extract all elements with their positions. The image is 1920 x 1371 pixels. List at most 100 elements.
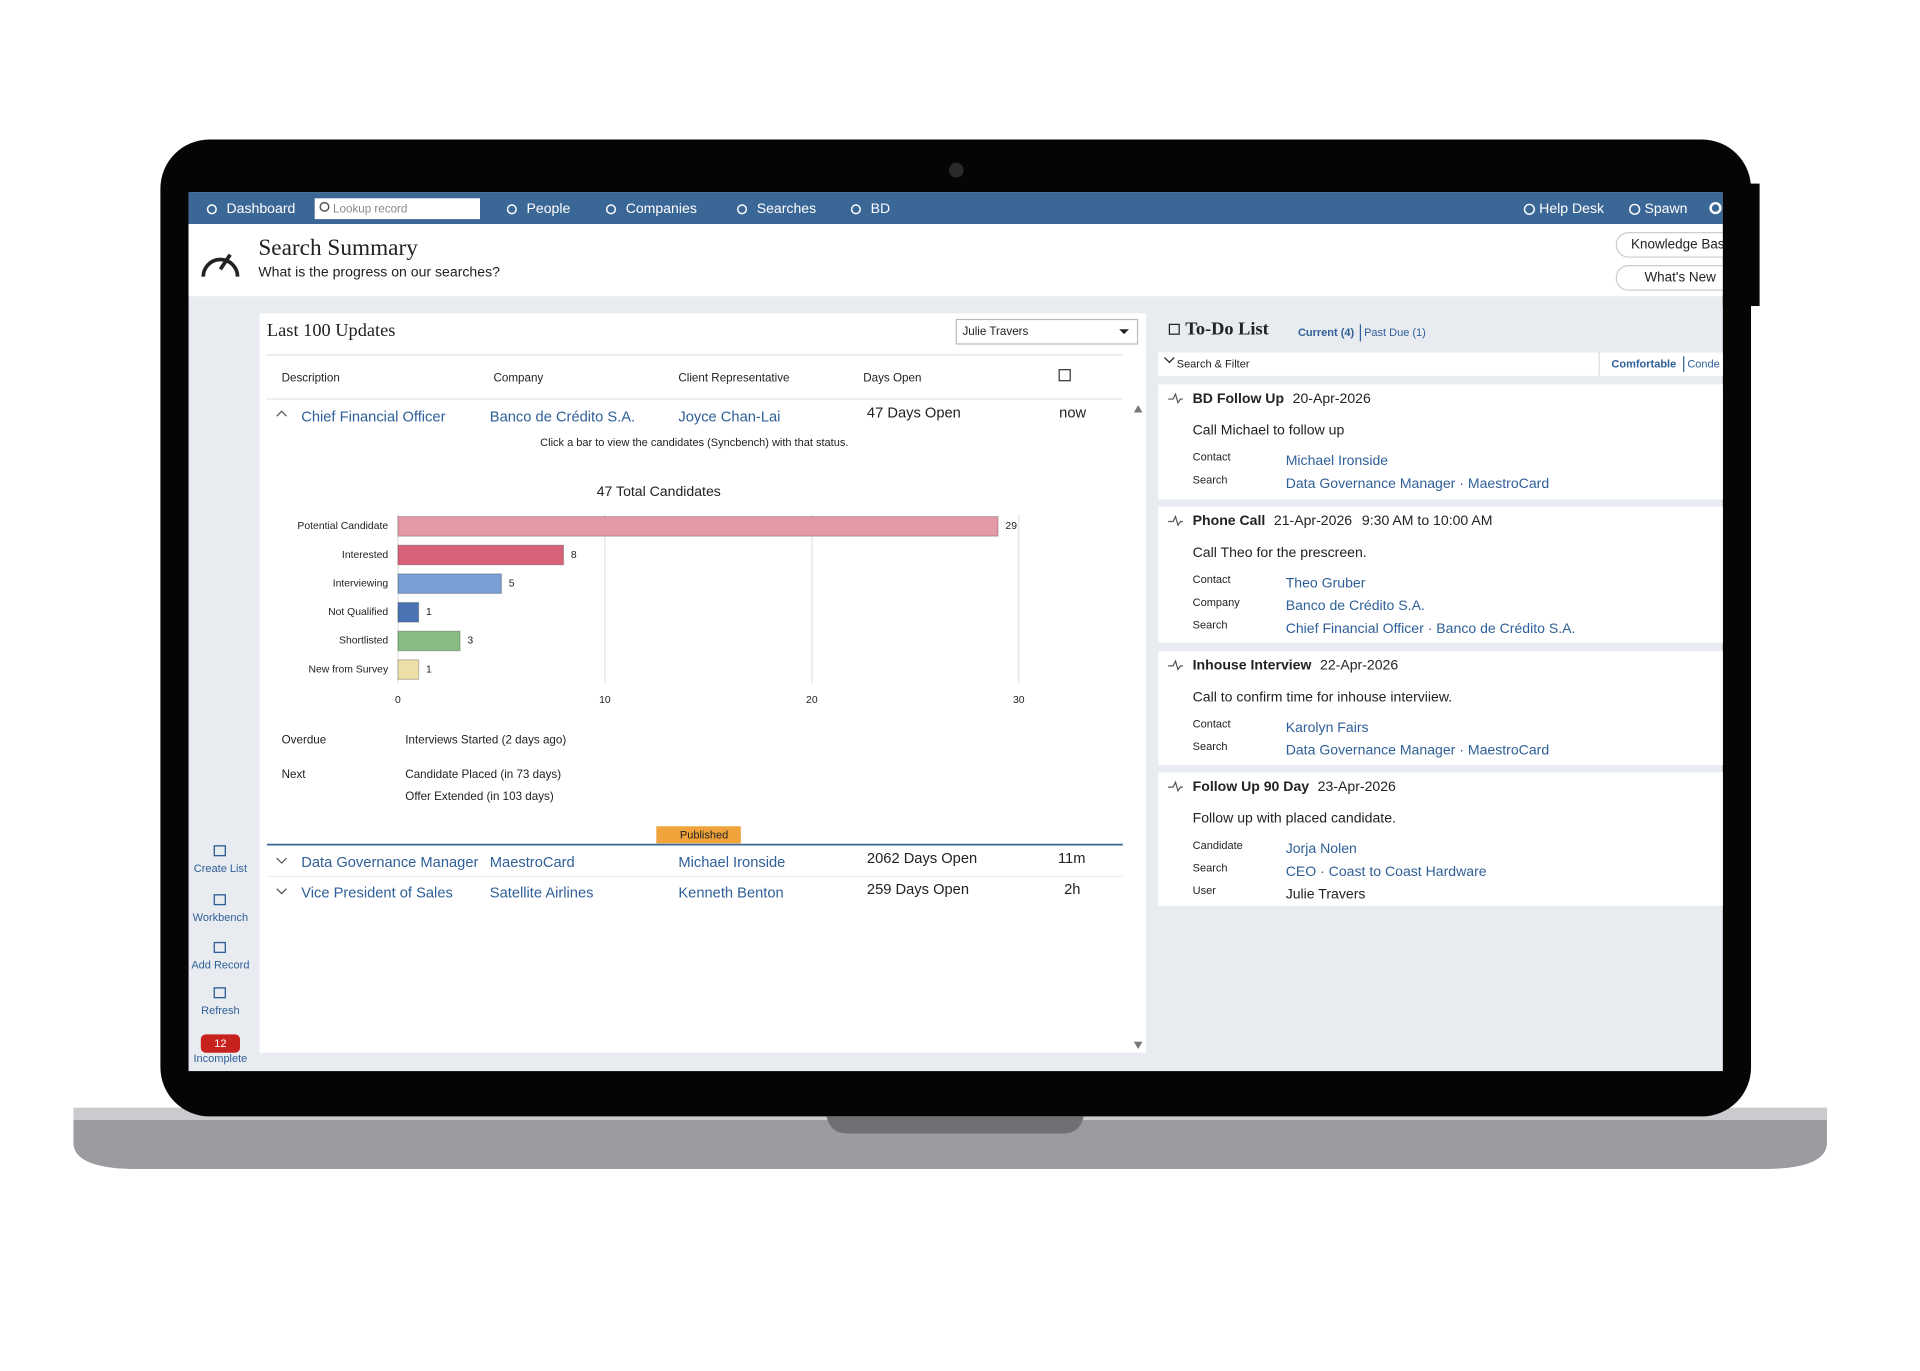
field-value[interactable]: Karolyn Fairs — [1286, 719, 1369, 735]
field-label: Company — [1193, 597, 1241, 609]
laptop-notch — [826, 1116, 1084, 1134]
field-value[interactable]: Data Governance Manager · MaestroCard — [1286, 742, 1549, 758]
nav-item[interactable]: People — [527, 200, 571, 216]
sidebar-item[interactable]: Workbench — [193, 912, 248, 924]
field-label: Contact — [1193, 719, 1231, 731]
sidebar-item[interactable]: Refresh — [201, 1005, 240, 1017]
row-representative[interactable]: Kenneth Benton — [678, 885, 783, 901]
row-description[interactable]: Data Governance Manager — [301, 855, 478, 871]
field-value: Julie Travers — [1286, 886, 1366, 902]
chart-hint: Click a bar to view the candidates (Sync… — [540, 437, 848, 449]
field-label: Search — [1193, 862, 1228, 874]
overdue-label: Overdue — [282, 734, 327, 747]
todo-icon — [1168, 323, 1180, 335]
knowledge-base-label[interactable]: Knowledge Bas — [1631, 236, 1725, 251]
row-company[interactable]: Banco de Crédito S.A. — [490, 409, 635, 425]
nav-right-item[interactable]: Spawn — [1644, 200, 1687, 216]
field-value[interactable]: Theo Gruber — [1286, 575, 1366, 591]
x-tick-label: 10 — [599, 695, 611, 706]
bar[interactable] — [397, 573, 503, 595]
nav-item[interactable]: Dashboard — [227, 200, 296, 216]
field-label: Contact — [1193, 574, 1231, 586]
column-header: Company — [493, 371, 543, 384]
updates-title: Last 100 Updates — [267, 320, 396, 340]
nav-icon — [206, 204, 217, 215]
row-days-open: 47 Days Open — [867, 406, 961, 422]
field-value[interactable]: Chief Financial Officer · Banco de Crédi… — [1286, 620, 1576, 636]
nav-item[interactable]: Searches — [757, 200, 816, 216]
y-tick-label: Shortlisted — [339, 636, 388, 647]
column-header: Days Open — [863, 371, 921, 384]
bar[interactable] — [397, 544, 565, 566]
field-label: Search — [1193, 741, 1228, 753]
y-tick-label: Interested — [342, 550, 388, 561]
row-caret[interactable] — [276, 410, 287, 417]
todo-date: 20-Apr-2026 — [1293, 390, 1371, 406]
row-caret[interactable] — [276, 857, 287, 864]
nav-icon — [850, 204, 861, 215]
sidebar-item[interactable]: Incomplete — [193, 1053, 247, 1065]
todo-filter[interactable]: Search & Filter — [1177, 359, 1250, 371]
field-value[interactable]: Banco de Crédito S.A. — [1286, 597, 1425, 613]
search-icon — [319, 201, 330, 212]
gauge-icon — [201, 257, 240, 277]
y-tick-label: Not Qualified — [328, 607, 388, 618]
density-comfortable[interactable]: Comfortable — [1611, 359, 1676, 371]
dropdown-caret — [1119, 329, 1129, 335]
x-tick-label: 30 — [1013, 695, 1025, 706]
bar[interactable] — [397, 659, 420, 680]
row-caret[interactable] — [276, 888, 287, 895]
scroll-up[interactable] — [1133, 405, 1143, 413]
density-condensed[interactable]: Conde — [1687, 359, 1719, 371]
whats-new-label[interactable]: What's New — [1644, 269, 1716, 284]
scroll-down[interactable] — [1133, 1041, 1143, 1050]
activity-icon — [1168, 514, 1183, 527]
row-company[interactable]: Satellite Airlines — [490, 885, 594, 901]
field-label: Search — [1193, 474, 1228, 486]
row-company[interactable]: MaestroCard — [490, 855, 575, 871]
field-value[interactable]: Jorja Nolen — [1286, 840, 1357, 856]
bar-value-label: 8 — [571, 550, 577, 561]
bar[interactable] — [397, 601, 420, 623]
field-label: Contact — [1193, 452, 1231, 464]
camera — [948, 162, 964, 178]
next-item: Offer Extended (in 103 days) — [405, 790, 554, 803]
y-tick-label: Interviewing — [333, 578, 389, 589]
todo-tab-current[interactable]: Current (4) — [1298, 327, 1355, 339]
bar-value-label: 29 — [1005, 521, 1017, 532]
field-value[interactable]: CEO · Coast to Coast Hardware — [1286, 863, 1487, 879]
row-representative[interactable]: Michael Ironside — [678, 855, 785, 871]
todo-card — [1158, 772, 1723, 906]
nav-item[interactable]: Companies — [626, 200, 697, 216]
field-value[interactable]: Data Governance Manager · MaestroCard — [1286, 475, 1549, 491]
sidebar-icon — [213, 845, 226, 857]
todo-note: Call to confirm time for inhouse intervi… — [1193, 688, 1453, 704]
field-label: User — [1193, 885, 1217, 897]
nav-icon — [1523, 203, 1536, 215]
lookup-input[interactable] — [314, 198, 480, 220]
todo-date: 22-Apr-2026 — [1320, 657, 1398, 673]
row-description[interactable]: Vice President of Sales — [301, 885, 453, 901]
nav-item[interactable]: BD — [871, 200, 891, 216]
todo-tab-past-due[interactable]: Past Due (1) — [1364, 327, 1426, 339]
todo-title: To-Do List — [1185, 319, 1269, 339]
todo-type: Phone Call — [1193, 512, 1266, 528]
row-description[interactable]: Chief Financial Officer — [301, 409, 445, 425]
bar-value-label: 3 — [467, 636, 473, 647]
nav-right-item[interactable]: Help Desk — [1539, 200, 1605, 216]
todo-list: BD Follow Up 20-Apr-2026 Call Michael to f… — [1158, 384, 1723, 906]
activity-icon — [1168, 392, 1183, 405]
field-value[interactable]: Michael Ironside — [1286, 452, 1389, 468]
sidebar-item[interactable]: Create List — [194, 863, 247, 875]
filter-value[interactable]: Julie Travers — [962, 325, 1028, 338]
chart-title: 47 Total Candidates — [597, 483, 721, 499]
representative-filter[interactable] — [955, 318, 1139, 345]
sidebar-item[interactable]: Add Record — [191, 960, 249, 972]
todo-card — [1158, 651, 1723, 766]
field-label: Search — [1193, 619, 1228, 631]
bar[interactable] — [397, 630, 461, 652]
bar[interactable] — [397, 515, 999, 537]
page-subtitle: What is the progress on our searches? — [258, 264, 500, 280]
row-representative[interactable]: Joyce Chan-Lai — [678, 409, 780, 425]
row-updated: 2h — [1064, 882, 1080, 898]
